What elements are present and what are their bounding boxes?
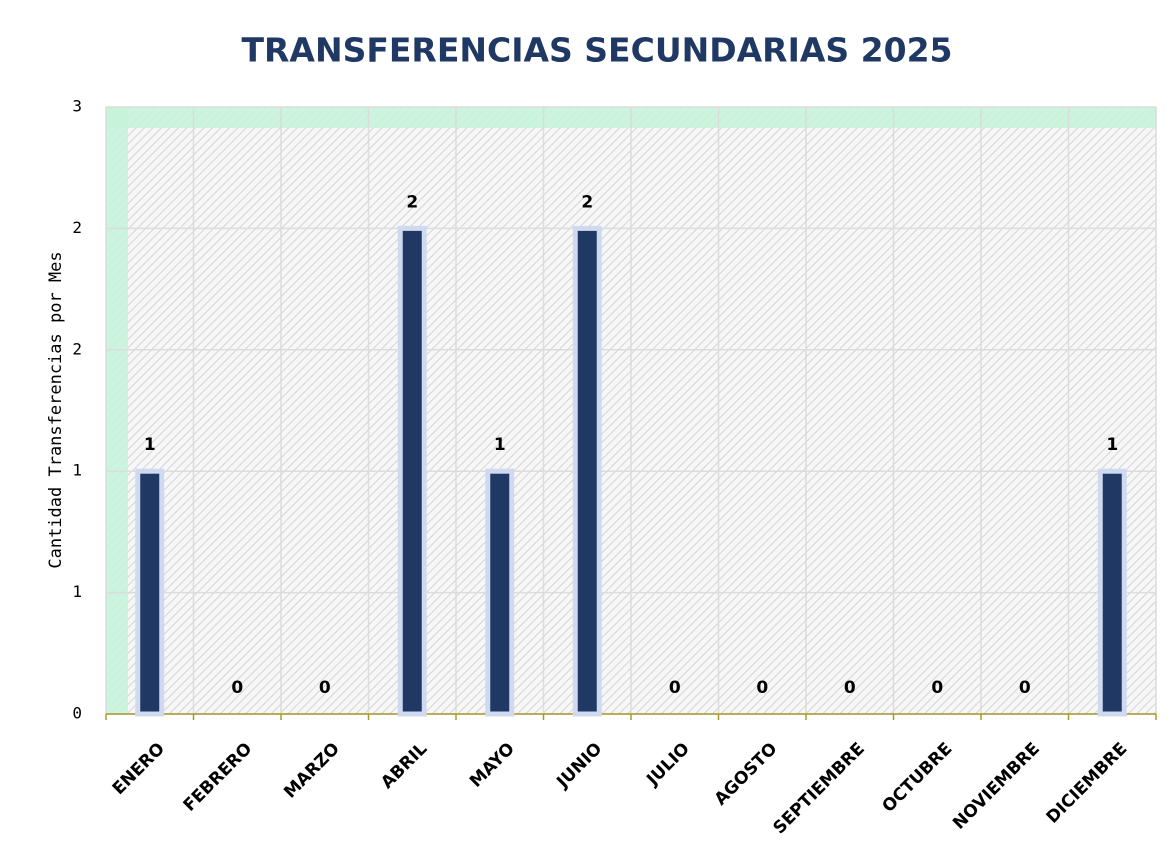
bar: [397, 225, 427, 717]
bar: [135, 468, 165, 717]
data-label: 0: [931, 678, 943, 698]
data-label: 0: [231, 678, 243, 698]
y-tick-label: 1: [72, 582, 82, 601]
data-label: 1: [144, 435, 156, 455]
y-tick-label: 2: [72, 339, 82, 358]
data-label: 0: [756, 678, 768, 698]
data-label: 1: [494, 435, 506, 455]
y-axis-label: Cantidad Transferencias por Mes: [46, 251, 66, 568]
data-label: 1: [1106, 435, 1118, 455]
data-label: 0: [669, 678, 681, 698]
plot-edge: [106, 107, 128, 714]
data-label: 0: [1019, 678, 1031, 698]
data-label: 2: [406, 192, 418, 212]
chart-title: TRANSFERENCIAS SECUNDARIAS 2025: [242, 31, 953, 70]
bar: [572, 225, 602, 717]
data-label: 0: [844, 678, 856, 698]
bar: [485, 468, 515, 717]
data-label: 2: [581, 192, 593, 212]
y-tick-label: 1: [72, 461, 82, 480]
y-tick-label: 2: [72, 218, 82, 237]
data-label: 0: [319, 678, 331, 698]
bar: [1097, 468, 1127, 717]
y-tick-label: 0: [72, 704, 82, 723]
y-tick-label: 3: [72, 97, 82, 116]
